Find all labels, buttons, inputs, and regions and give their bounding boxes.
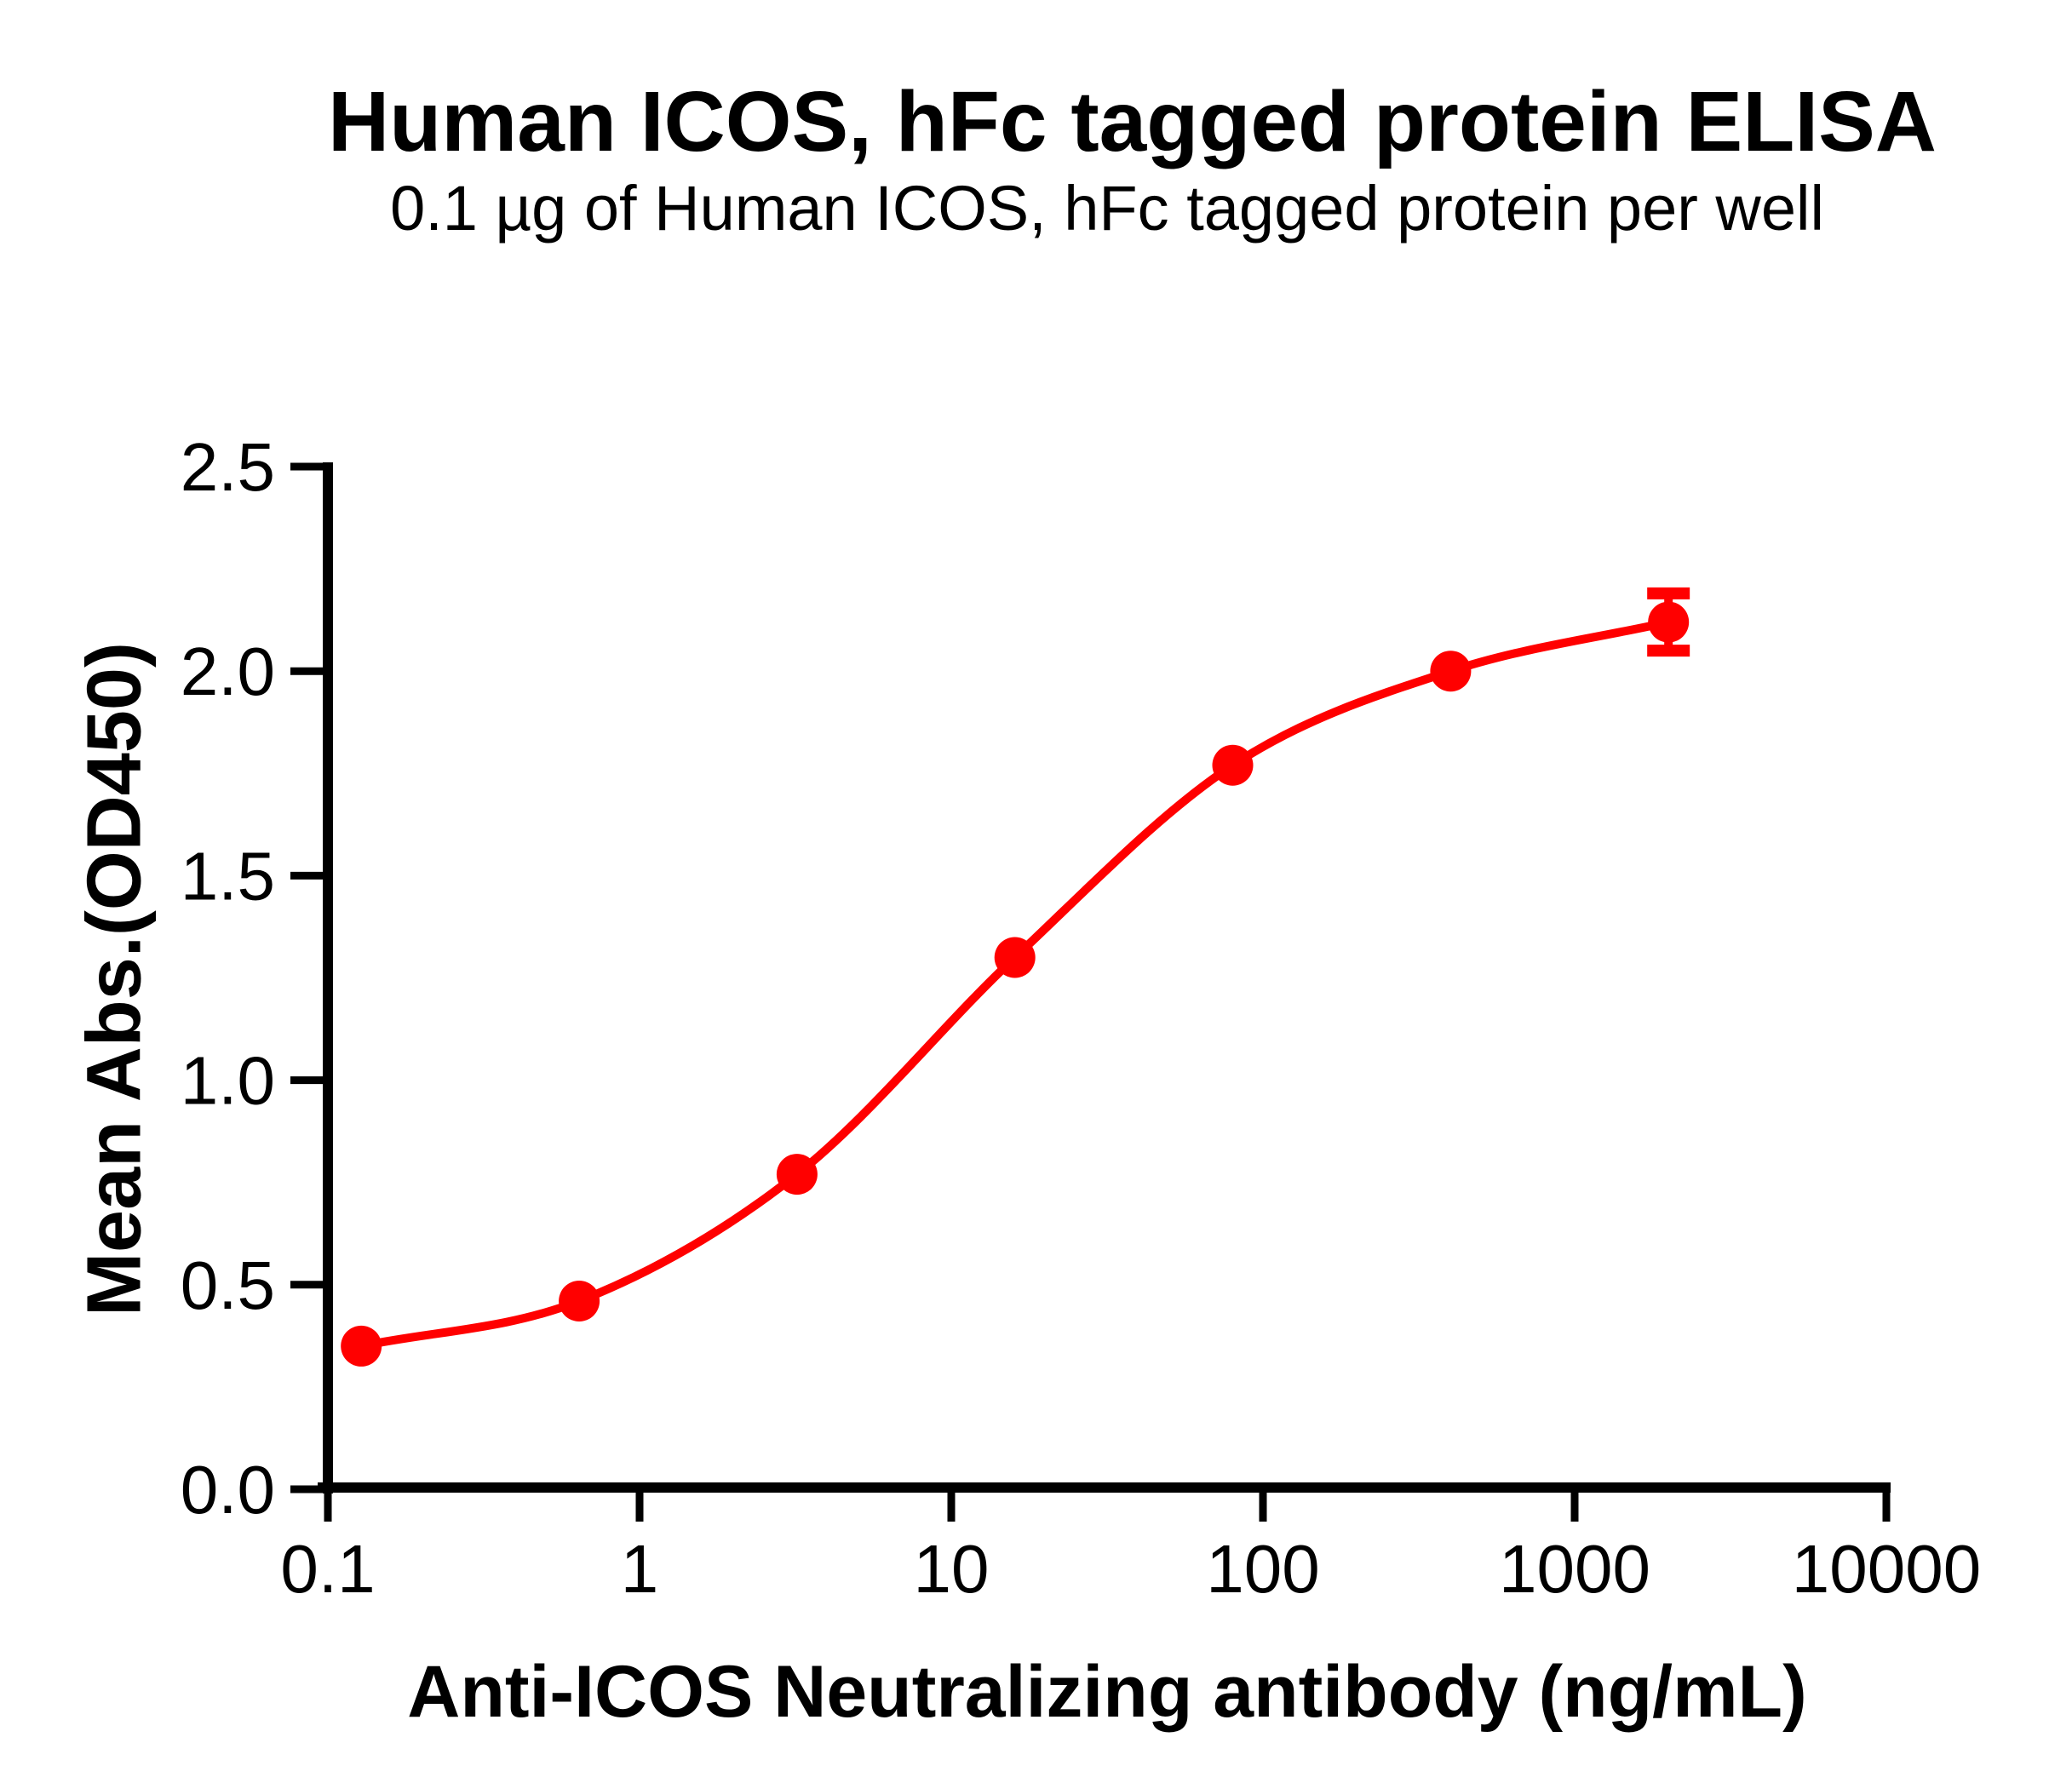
y-tick-label: 0.5 — [181, 1247, 275, 1323]
x-tick-label: 100 — [1206, 1531, 1319, 1607]
data-point — [776, 1154, 818, 1195]
x-tick-label: 1000 — [1499, 1531, 1650, 1607]
y-tick-label: 2.5 — [181, 429, 275, 505]
data-point — [994, 937, 1036, 978]
y-tick-label: 2.0 — [181, 634, 275, 709]
chart-title: Human ICOS, hFc tagged protein ELISA — [328, 74, 1937, 169]
y-axis-label: Mean Abs.(OD450) — [72, 642, 158, 1316]
x-tick-label: 10000 — [1792, 1531, 1981, 1607]
x-axis-label: Anti-ICOS Neutralizing antibody (ng/mL) — [407, 1651, 1807, 1733]
data-point — [559, 1281, 600, 1321]
x-tick-label: 0.1 — [280, 1531, 375, 1607]
data-point — [1648, 601, 1690, 643]
y-tick-label: 1.5 — [181, 838, 275, 914]
data-point — [1430, 651, 1472, 692]
fit-curve — [360, 617, 1670, 1350]
chart-subtitle: 0.1 µg of Human ICOS, hFc tagged protein… — [390, 173, 1824, 244]
y-tick-label: 0.0 — [181, 1452, 275, 1528]
x-tick-label: 10 — [914, 1531, 990, 1607]
data-point — [1212, 744, 1254, 786]
y-tick-label: 1.0 — [181, 1043, 275, 1119]
x-tick-label: 1 — [621, 1531, 659, 1607]
data-point — [341, 1325, 382, 1367]
